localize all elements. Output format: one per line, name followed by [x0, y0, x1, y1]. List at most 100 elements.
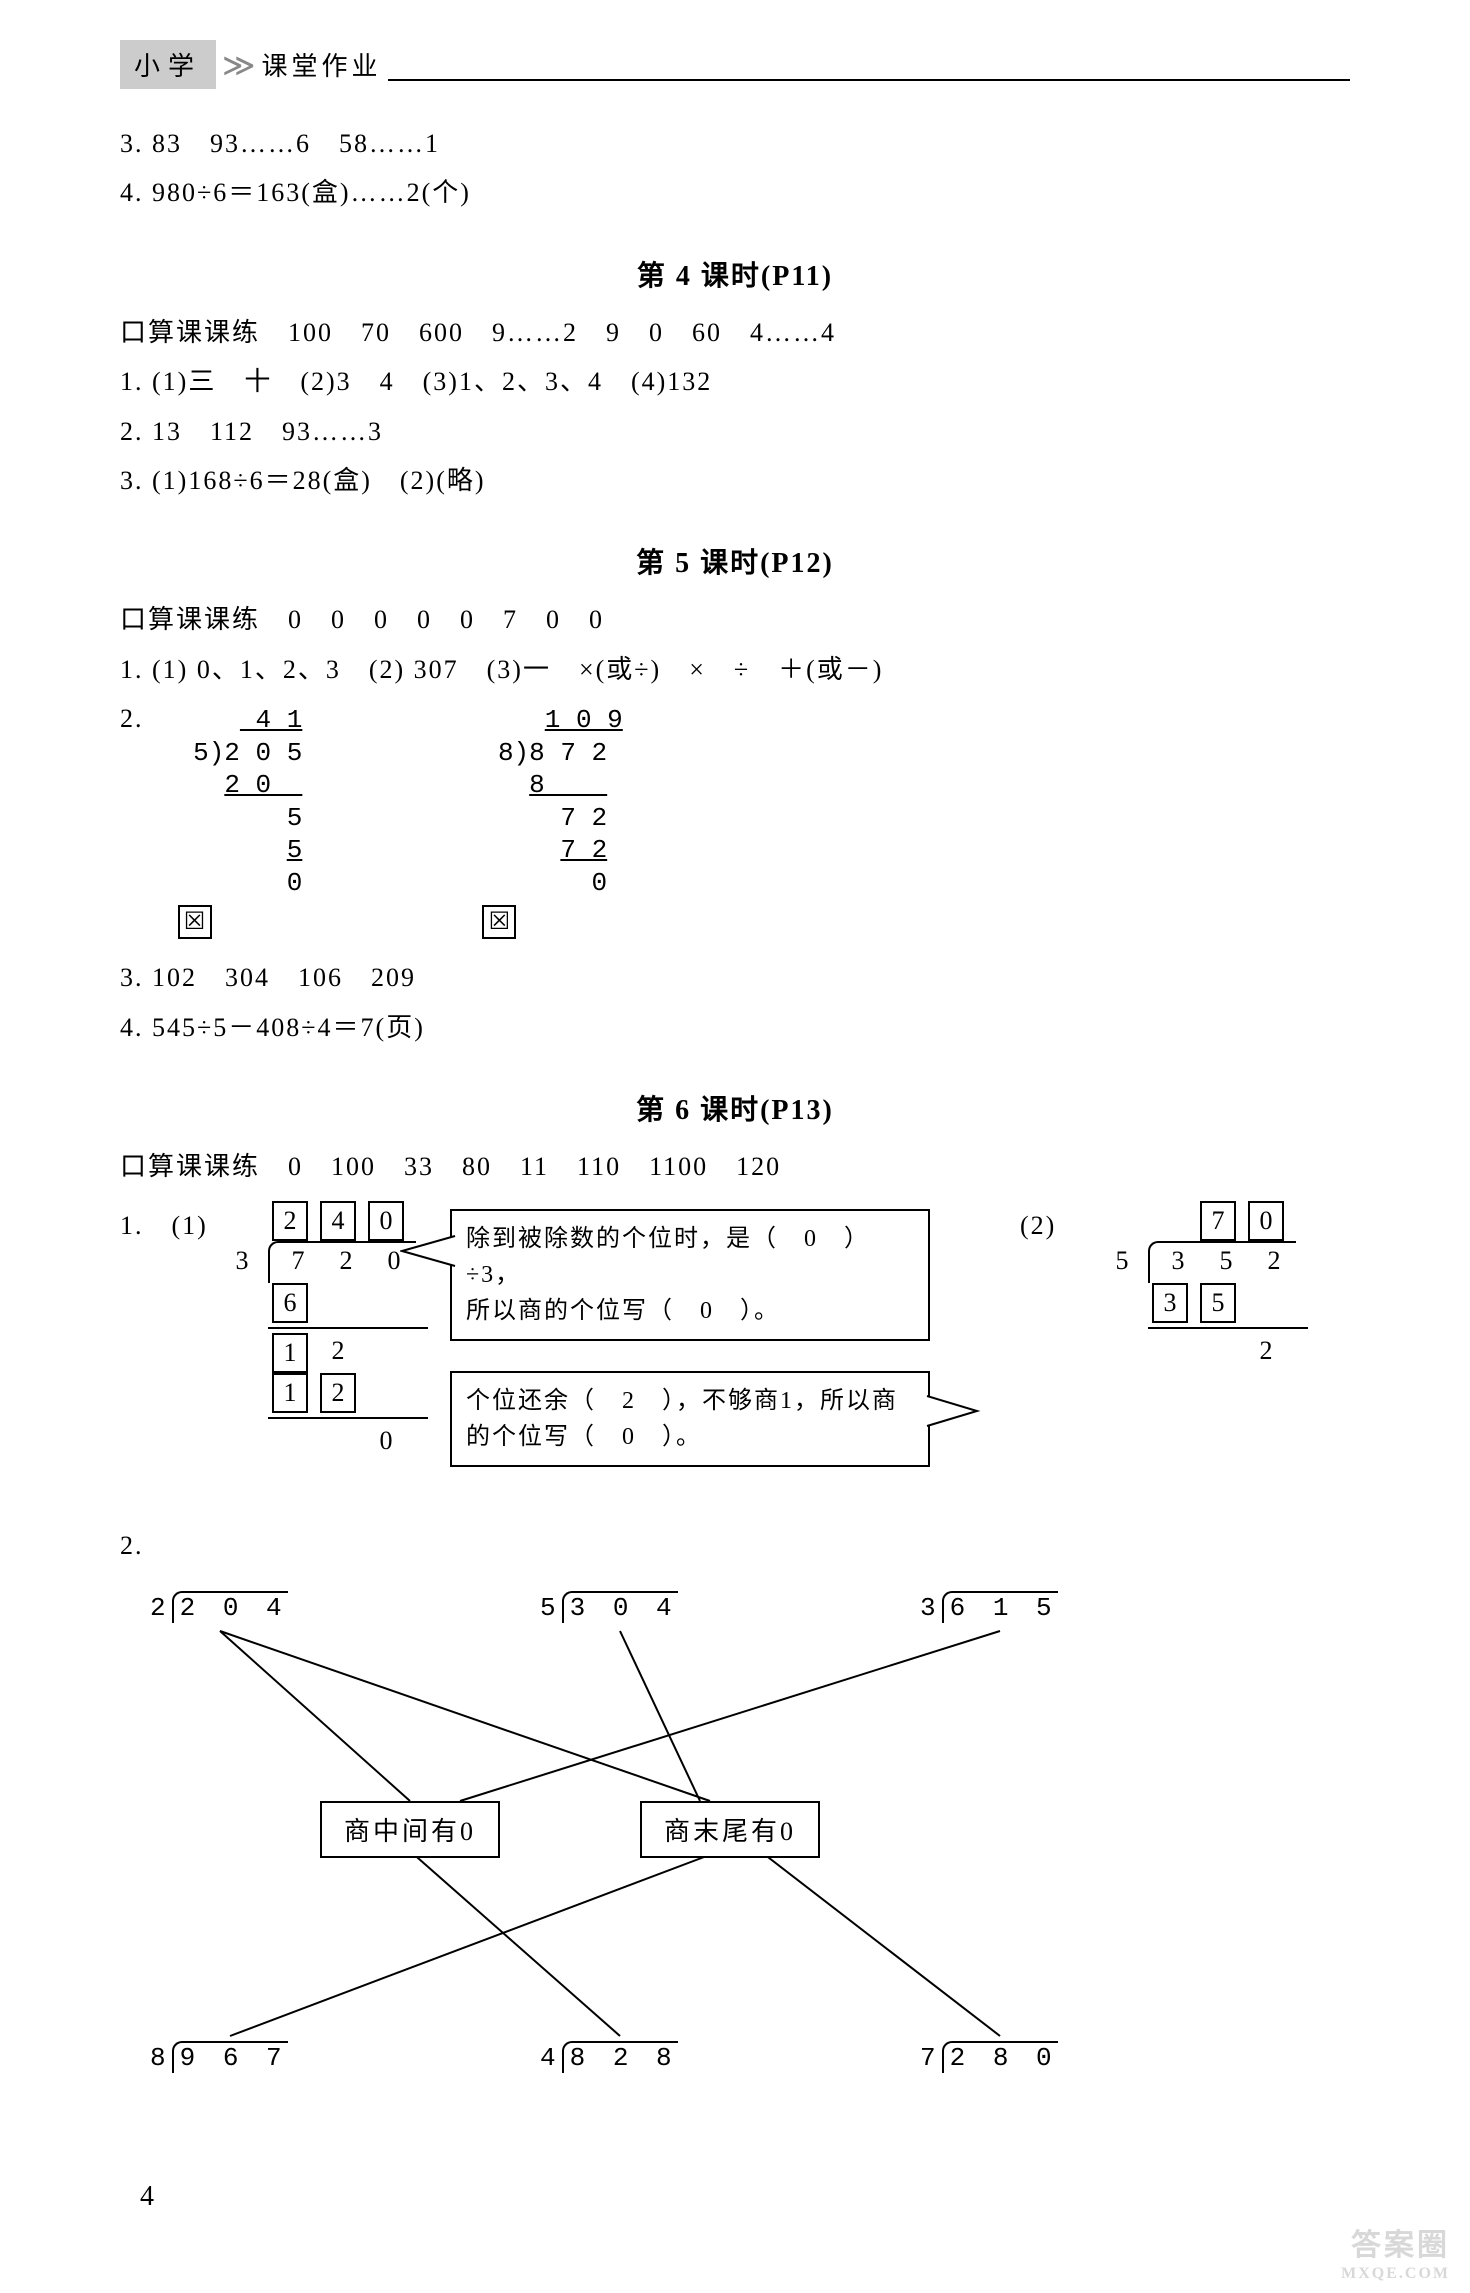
- section6-title: 第 6 课时(P13): [120, 1088, 1350, 1128]
- speech-bubble-1: 除到被除数的个位时，是（ 0 ）÷3， 所以商的个位写（ 0 ）。: [450, 1209, 930, 1341]
- section5-title: 第 5 课时(P12): [120, 541, 1350, 581]
- p2-divisor-row: 5 3 5 2: [1100, 1241, 1308, 1283]
- p2-d0: 3: [1160, 1243, 1196, 1283]
- match-top-2: 5 3 0 4: [540, 1591, 678, 1623]
- watermark-main: 答案圈: [1341, 2228, 1450, 2264]
- section4-title: 第 4 课时(P11): [120, 254, 1350, 294]
- mt1-d: 2: [150, 1593, 172, 1623]
- page: 小学 ≫ 课堂作业 3. 83 93……6 58……1 4. 980÷6＝163…: [0, 0, 1470, 2293]
- p2-d1: 5: [1208, 1243, 1244, 1283]
- p1-s3-1: 2: [320, 1373, 356, 1413]
- p2-d2: 2: [1256, 1243, 1292, 1283]
- p1-q1: 4: [320, 1201, 356, 1241]
- p1-q0: 2: [272, 1201, 308, 1241]
- p2-quotient: 7 0: [1196, 1201, 1308, 1241]
- sec5-div2: 1 0 9 8)8 7 2 8 7 2 7 2 0: [482, 704, 622, 899]
- page-header: 小学 ≫ 课堂作业: [120, 40, 1350, 89]
- p1-rem-val: 0: [368, 1423, 404, 1463]
- sec5-l2-label: 2.: [120, 694, 144, 743]
- mt2-n: 3 0 4: [570, 1593, 678, 1623]
- p1-step1: 6: [268, 1283, 428, 1323]
- p2-step1: 3 5: [1148, 1283, 1308, 1323]
- mb2-d: 4: [540, 2043, 562, 2073]
- p2-s1-1: 5: [1200, 1283, 1236, 1323]
- sec5-div1-wrap: 4 1 5)2 0 5 2 0 5 5 0 ☒: [178, 704, 303, 939]
- p2-s1-0: 3: [1152, 1283, 1188, 1323]
- sec4-l1: 1. (1)三 十 (2)3 4 (3)1、2、3、4 (4)132: [120, 357, 1350, 406]
- sec6-p2: 7 0 5 3 5 2 3 5 . . 2: [1100, 1201, 1308, 1373]
- p2-rem-val: 2: [1248, 1333, 1284, 1373]
- p2-q1: 0: [1248, 1201, 1284, 1241]
- top-line-4: 4. 980÷6＝163(盒)……2(个): [120, 168, 1350, 217]
- x-mark-icon: ☒: [482, 905, 516, 939]
- sec6-q2-label: 2.: [120, 1521, 144, 1570]
- p1-q2: 0: [368, 1201, 404, 1241]
- speech-bubble-2: 个位还余（ 2 ），不够商1，所以商 的个位写（ 0 ）。: [450, 1371, 930, 1467]
- p1-d0: 7: [280, 1243, 316, 1283]
- speech-tail-icon: [400, 1231, 460, 1271]
- header-rule: [388, 79, 1350, 81]
- match-top-1: 2 2 0 4: [150, 1591, 288, 1623]
- p2-q0: 7: [1200, 1201, 1236, 1241]
- division-bracket-icon: 8 2 8: [562, 2041, 678, 2073]
- mt3-n: 6 1 5: [950, 1593, 1058, 1623]
- p1-s3-0: 1: [272, 1373, 308, 1413]
- sec6-kousuan: 口算课课练 0 100 33 80 11 110 1100 120: [120, 1142, 1350, 1191]
- p2-rem: . . 2: [1148, 1333, 1308, 1373]
- page-number: 4: [140, 2181, 1350, 2213]
- p1-divisor: 3: [224, 1243, 260, 1283]
- p1-rem: . . 0: [268, 1423, 428, 1463]
- top-line-3: 3. 83 93……6 58……1: [120, 119, 1350, 168]
- p2-divisor: 5: [1104, 1243, 1140, 1283]
- mb1-n: 9 6 7: [180, 2043, 288, 2073]
- division-bracket-icon: 7 2 0: [268, 1241, 416, 1283]
- header-grey-label: 小学: [120, 40, 216, 89]
- division-bracket-icon: 3 0 4: [562, 1591, 678, 1623]
- sec5-kousuan: 口算课课练 0 0 0 0 0 7 0 0: [120, 595, 1350, 644]
- p1-s1-0: 6: [272, 1283, 308, 1323]
- sec4-l3: 3. (1)168÷6＝28(盒) (2)(略): [120, 456, 1350, 505]
- mb3-n: 2 8 0: [950, 2043, 1058, 2073]
- matching-lines: [120, 1591, 1350, 2131]
- sec6-matching: 22 0 4 53 0 4 36 1 5 商中间有0 商末尾有0 89 6 7 …: [120, 1591, 1350, 2131]
- match-bottom-1: 8 9 6 7: [150, 2041, 288, 2073]
- watermark-sub: MXQE.COM: [1341, 2264, 1450, 2283]
- division-bracket-icon: 2 0 4: [172, 1591, 288, 1623]
- p1-step3: 1 2: [268, 1373, 428, 1413]
- sec6-q1-label: 1. (1): [120, 1201, 208, 1250]
- sec5-l1: 1. (1) 0、1、2、3 (2) 307 (3)一 ×(或÷) × ÷ ＋(…: [120, 645, 1350, 694]
- watermark: 答案圈 MXQE.COM: [1341, 2228, 1450, 2283]
- division-bracket-icon: 2 8 0: [942, 2041, 1058, 2073]
- header-title: 课堂作业: [262, 46, 382, 83]
- match-top-3: 36 1 5: [920, 1591, 1058, 1623]
- mt1-n: 2 0 4: [180, 1593, 288, 1623]
- sec4-kousuan: 口算课课练 100 70 600 9……2 9 0 60 4……4: [120, 308, 1350, 357]
- division-bracket-icon: 3 5 2: [1148, 1241, 1296, 1283]
- sec5-div2-wrap: 1 0 9 8)8 7 2 8 7 2 7 2 0 ☒: [482, 704, 622, 939]
- match-bottom-3: 7 2 8 0: [920, 2041, 1058, 2073]
- chevron-icon: ≫: [222, 46, 244, 84]
- sec5-l4: 4. 545÷5－408÷4＝7(页): [120, 1003, 1350, 1052]
- x-mark-icon: ☒: [178, 905, 212, 939]
- mb1-d: 8: [150, 2043, 172, 2073]
- sec6-q1-2-label: (2): [1020, 1201, 1056, 1250]
- sec5-div1: 4 1 5)2 0 5 2 0 5 5 0: [178, 704, 303, 899]
- mt2-d: 5: [540, 1593, 562, 1623]
- sec6-q1: 1. (1) 2 4 0 3 7 2 0 6 1 2: [120, 1201, 1350, 1521]
- mb3-d: 7: [920, 2043, 942, 2073]
- p1-divisor-row: 3 7 2 0: [220, 1241, 428, 1283]
- sec5-divisions: 4 1 5)2 0 5 2 0 5 5 0 ☒ 1 0 9 8)8 7 2 8 …: [178, 704, 623, 939]
- speech-tail-icon: [922, 1391, 982, 1431]
- p1-s2-0: 1: [272, 1333, 308, 1373]
- sec4-l2: 2. 13 112 93……3: [120, 407, 1350, 456]
- match-box-2: 商末尾有0: [640, 1801, 820, 1858]
- p1-d1: 2: [328, 1243, 364, 1283]
- sec5-l3: 3. 102 304 106 209: [120, 953, 1350, 1002]
- division-bracket-icon: 6 1 5: [942, 1591, 1058, 1623]
- mb2-n: 8 2 8: [570, 2043, 678, 2073]
- sec6-p1: 2 4 0 3 7 2 0 6 1 2 1 2: [220, 1201, 428, 1463]
- match-bottom-2: 4 8 2 8: [540, 2041, 678, 2073]
- p1-s2-1: 2: [320, 1333, 356, 1373]
- match-box-1: 商中间有0: [320, 1801, 500, 1858]
- p1-step2: 1 2: [268, 1333, 428, 1373]
